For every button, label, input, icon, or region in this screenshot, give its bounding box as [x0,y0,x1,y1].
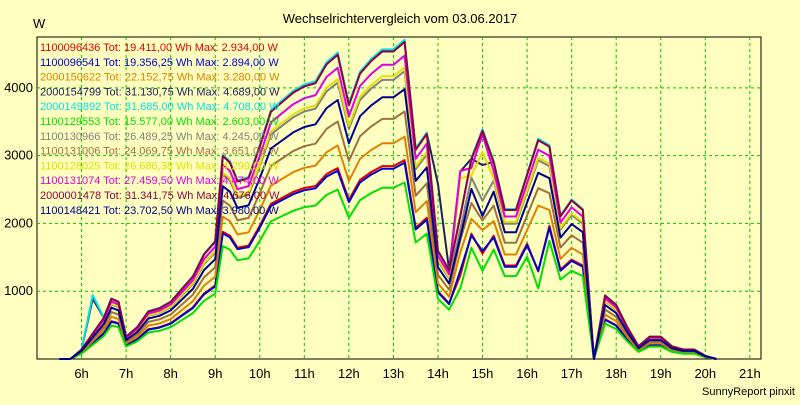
series-line-1100129553 [59,181,717,360]
series-line-2000001478 [59,41,717,360]
footer-credit: SunnyReport pinxit [702,386,795,398]
chart-title: Wechselrichtervergleich vom 03.06.2017 [283,11,518,26]
x-tick-label: 10h [249,366,271,381]
legend-entry-1100096436: 1100096436 Tot: 19.411,00 Wh Max: 2.934,… [40,42,279,54]
x-tick-label: 6h [74,366,88,381]
legend-entry-1100128025: 1100128025 Tot: 26.686,38 Wh Max: 4.299,… [40,160,279,172]
legend-entry-2000001478: 2000001478 Tot: 31.341,75 Wh Max: 4.676,… [40,190,280,202]
x-tick-label: 7h [119,366,133,381]
x-tick-label: 12h [338,366,360,381]
series-line-1100148421 [59,88,717,360]
axis-ticks: 6h 7h 8h 9h 10h 11h 12h 13h 14h 15h 16h 17h 18h 19h 20… [4,80,761,381]
x-tick-label: 15h [472,366,494,381]
plot-area [36,36,762,360]
x-tick-label: 9h [208,366,222,381]
legend-entry-1100129553: 1100129553 Tot: 15.577,00 Wh Max: 2.603,… [40,116,279,128]
y-axis-unit-label: W [33,16,46,31]
x-tick-label: 13h [383,366,405,381]
legend-entry-1100131074: 1100131074 Tot: 27.459,50 Wh Max: 4.474,… [40,175,279,187]
legend-entry-2000150622: 2000150622 Tot: 22.152,75 Wh Max: 3.280,… [40,72,280,84]
x-tick-label: 18h [605,366,627,381]
x-tick-label: 17h [561,366,583,381]
y-tick-label: 2000 [4,215,33,230]
x-tick-label: 20h [694,366,716,381]
y-tick-label: 4000 [4,80,33,95]
legend-entry-1100148421: 1100148421 Tot: 23.702,50 Wh Max: 3.980,… [40,205,279,217]
legend: 1100096436 Tot: 19.411,00 Wh Max: 2.934,… [40,42,280,217]
legend-entry-1100130966: 1100130966 Tot: 26.489,25 Wh Max: 4.245,… [40,131,279,143]
series-lines [59,38,717,360]
x-tick-label: 14h [427,366,449,381]
legend-entry-2000154799: 2000154799 Tot: 31.130,75 Wh Max: 4.689,… [40,86,280,98]
x-tick-label: 16h [516,366,538,381]
x-tick-label: 8h [163,366,177,381]
grid-lines [37,37,761,359]
y-tick-label: 3000 [4,148,33,163]
legend-entry-2000149892: 2000149892 Tot: 31.685,00 Wh Max: 4.708,… [40,101,280,113]
legend-entry-1100096541: 1100096541 Tot: 19.356,25 Wh Max: 2.894,… [40,57,279,69]
legend-entry-1100131006: 1100131006 Tot: 24.069,75 Wh Max: 3.651,… [40,146,279,158]
y-tick-label: 1000 [4,283,33,298]
x-tick-label: 21h [739,366,761,381]
x-tick-label: 19h [650,366,672,381]
x-tick-label: 11h [294,366,315,381]
